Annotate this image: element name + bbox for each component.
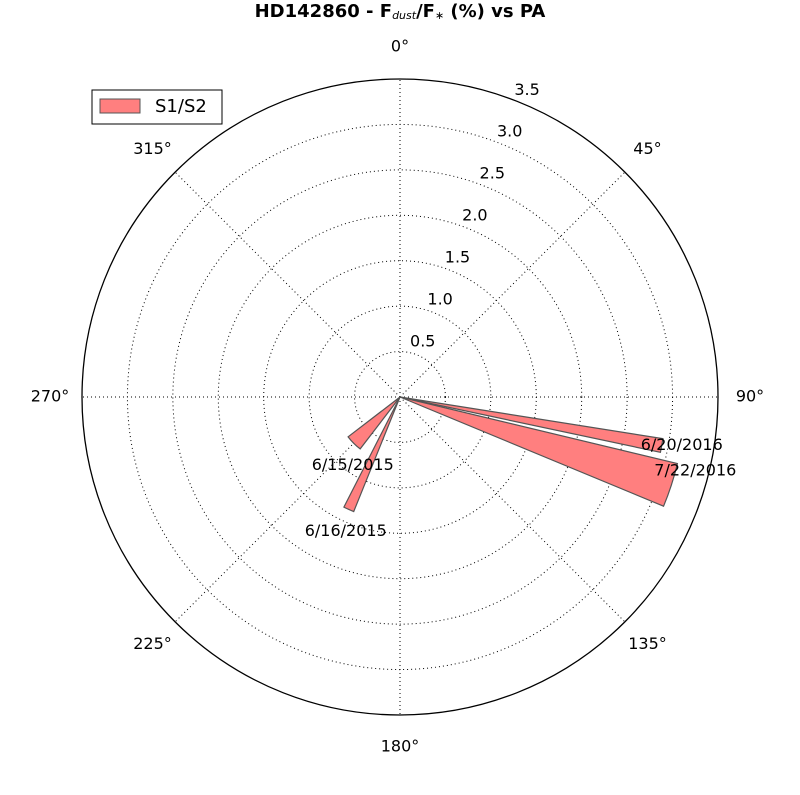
title-part: HD142860 - F: [255, 1, 392, 22]
bar: [343, 396, 401, 513]
bar: [347, 396, 401, 450]
polar-frame: [81, 78, 719, 716]
grid-spoke: [174, 171, 401, 398]
angle-tick-label: 315°: [133, 139, 172, 158]
data-label: 6/16/2015: [305, 521, 387, 540]
r-tick-label: 1.0: [427, 290, 452, 309]
r-tick-label: 0.5: [410, 332, 435, 351]
grid-spoke: [399, 396, 626, 623]
r-tick-label: 2.0: [462, 206, 487, 225]
legend-swatch: [99, 98, 141, 114]
data-label: 6/15/2015: [312, 455, 394, 474]
title-part: ∗: [435, 9, 444, 22]
title-part: /F: [416, 1, 435, 22]
data-label: 6/20/2016: [641, 435, 723, 454]
grid-ring: [354, 351, 446, 443]
grid-spoke: [399, 171, 626, 398]
angle-tick-label: 180°: [381, 737, 420, 756]
angle-tick-label: 90°: [736, 387, 764, 406]
r-tick-label: 3.0: [497, 122, 522, 141]
grid-ring: [172, 169, 628, 625]
grid-ring: [217, 214, 583, 580]
chart-title: HD142860 - Fdust/F∗ (%) vs PA: [255, 1, 546, 22]
r-tick-label: 1.5: [445, 248, 470, 267]
data-label: 7/22/2016: [654, 461, 736, 480]
legend-label: S1/S2: [155, 96, 207, 117]
angle-tick-label: 225°: [133, 634, 172, 653]
title-part: dust: [392, 9, 417, 22]
angle-tick-label: 135°: [628, 634, 667, 653]
bar: [399, 396, 679, 507]
grid-ring: [308, 305, 492, 489]
bar: [399, 396, 664, 454]
angle-tick-label: 0°: [391, 37, 409, 56]
angle-tick-label: 270°: [31, 387, 70, 406]
r-tick-label: 3.5: [514, 80, 539, 99]
r-tick-label: 2.5: [480, 164, 505, 183]
angle-tick-label: 45°: [633, 139, 661, 158]
title-part: (%) vs PA: [444, 1, 545, 22]
